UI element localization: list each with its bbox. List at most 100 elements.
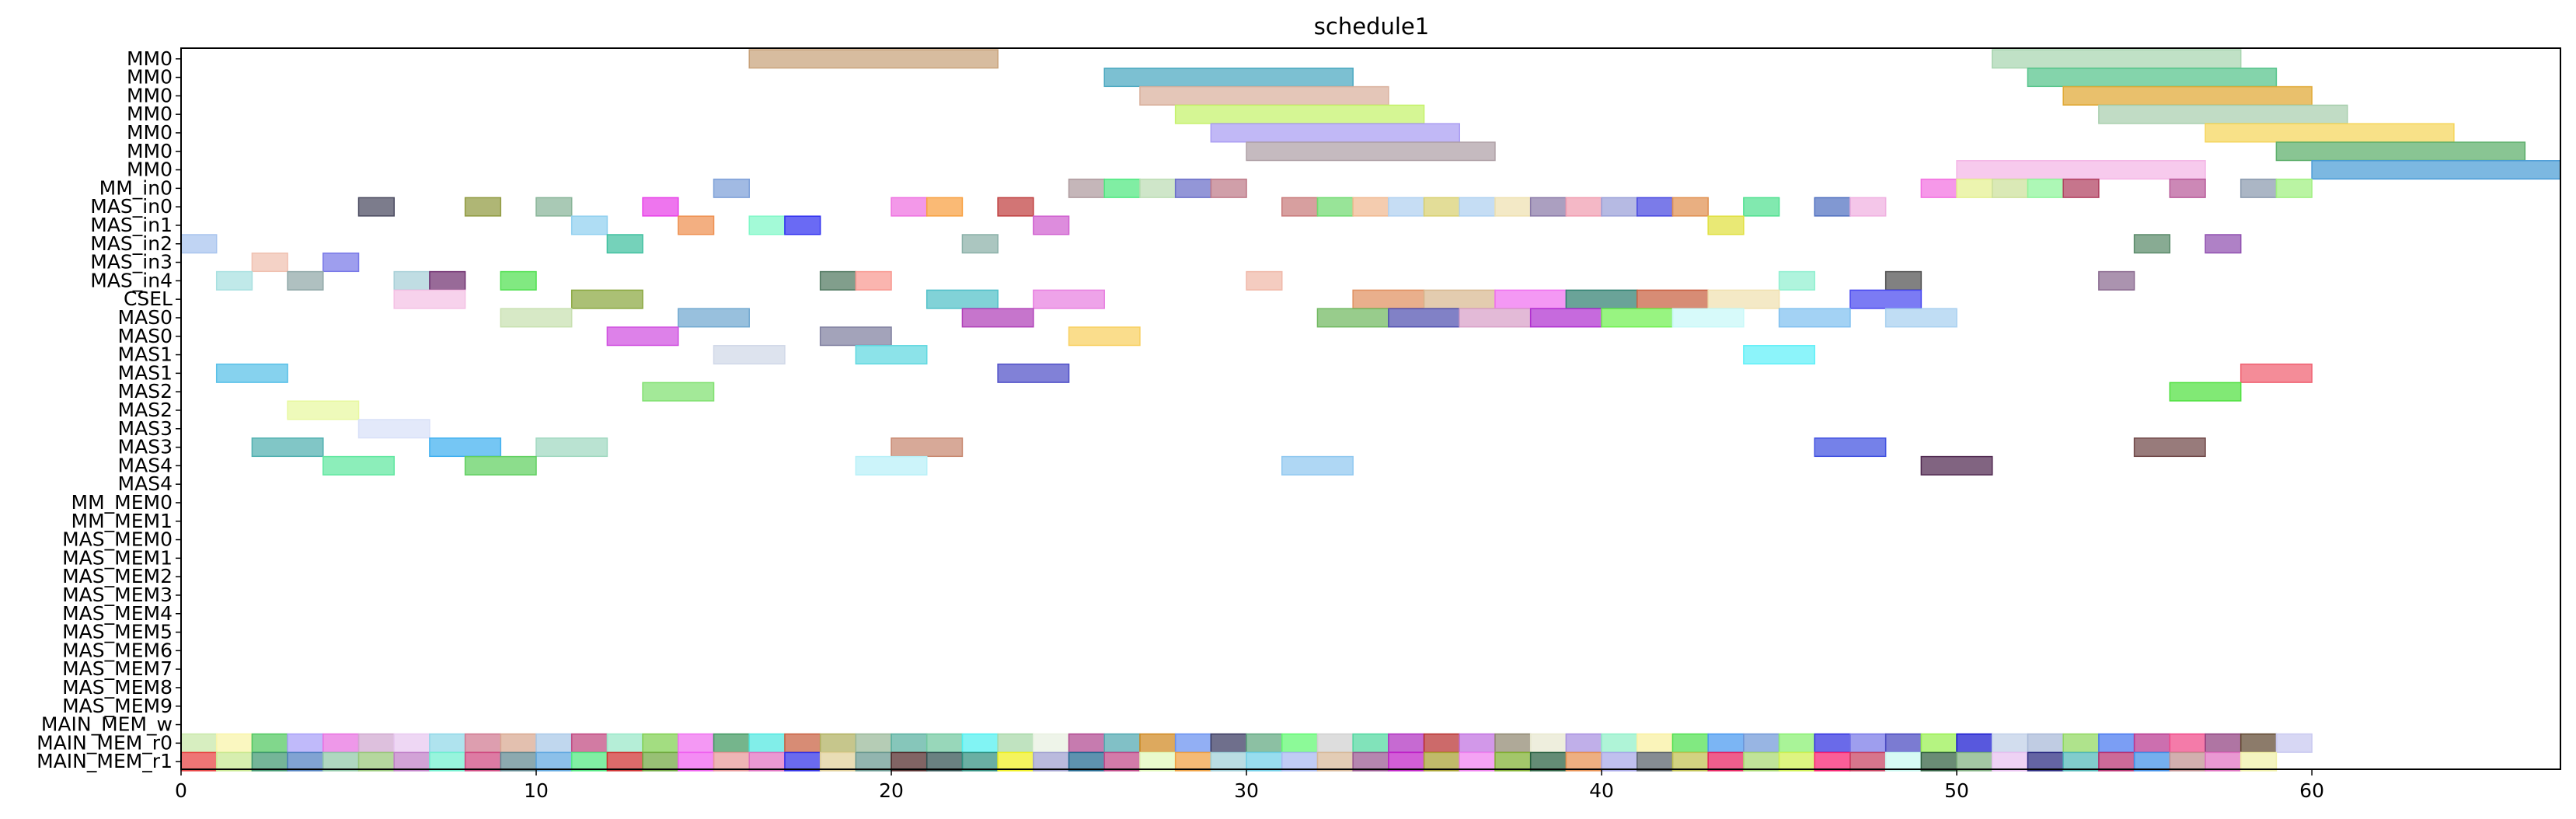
task-bar xyxy=(1992,49,2242,69)
task-bar xyxy=(322,733,360,753)
task-bar xyxy=(1459,733,1496,753)
task-bar xyxy=(1884,308,1957,328)
y-tick-label: MAS4 xyxy=(118,454,173,476)
task-bar xyxy=(855,751,892,772)
task-bar xyxy=(1210,178,1247,198)
task-bar xyxy=(2205,733,2242,753)
task-bar xyxy=(1920,178,1957,198)
task-bar xyxy=(784,751,821,772)
task-bar xyxy=(925,751,964,772)
y-tick-label: MAS_MEM6 xyxy=(62,639,173,661)
x-tick-label: 20 xyxy=(879,779,904,802)
x-tick-label: 30 xyxy=(1234,779,1259,802)
task-bar xyxy=(500,751,537,772)
y-tick-label: MAS2 xyxy=(118,380,173,403)
task-bar xyxy=(1849,197,1887,217)
task-bar xyxy=(2062,751,2100,772)
task-bar xyxy=(678,308,750,328)
task-bar xyxy=(1992,178,2029,198)
task-bar xyxy=(1246,270,1283,291)
task-bar xyxy=(713,751,750,772)
task-bar xyxy=(1637,289,1709,309)
y-tick-label: MAS_in1 xyxy=(90,214,173,236)
y-tick-label: MAS_MEM8 xyxy=(62,676,173,699)
task-bar xyxy=(357,419,430,439)
plot-area-frame xyxy=(180,47,2561,770)
task-bar xyxy=(1210,123,1461,143)
task-bar xyxy=(322,751,360,772)
task-bar xyxy=(180,234,218,254)
task-bar xyxy=(1529,751,1567,772)
y-tick-label: MAS_in0 xyxy=(90,195,173,218)
task-bar xyxy=(1388,308,1461,328)
task-bar xyxy=(215,751,253,772)
task-bar xyxy=(535,197,573,217)
task-bar xyxy=(642,197,679,217)
task-bar xyxy=(748,733,786,753)
y-tick-label: MM_MEM1 xyxy=(71,510,173,532)
task-bar xyxy=(1246,751,1283,772)
task-bar xyxy=(1814,751,1851,772)
task-bar xyxy=(464,733,502,753)
task-bar xyxy=(1671,751,1709,772)
y-tick-label: MAS_MEM7 xyxy=(62,657,173,680)
y-tick-label: MM0 xyxy=(127,66,173,89)
task-bar xyxy=(570,751,608,772)
task-bar xyxy=(1671,197,1709,217)
task-bar xyxy=(925,289,999,309)
task-bar xyxy=(2133,234,2171,254)
task-bar xyxy=(2169,751,2206,772)
x-tick-label: 60 xyxy=(2299,779,2324,802)
task-bar xyxy=(1707,751,1745,772)
task-bar xyxy=(1352,289,1425,309)
task-bar xyxy=(1068,733,1105,753)
task-bar xyxy=(1033,215,1070,235)
task-bar xyxy=(1956,733,1993,753)
task-bar xyxy=(1459,197,1496,217)
task-bar xyxy=(2027,178,2064,198)
x-tick-label: 0 xyxy=(175,779,187,802)
task-bar xyxy=(1992,733,2029,753)
task-bar xyxy=(2133,751,2171,772)
task-bar xyxy=(1529,197,1567,217)
task-bar xyxy=(393,751,430,772)
task-bar xyxy=(1033,289,1105,309)
task-bar xyxy=(1920,751,1957,772)
task-bar xyxy=(961,733,999,753)
task-bar xyxy=(784,215,821,235)
task-bar xyxy=(215,363,288,383)
y-tick-label: MAS3 xyxy=(118,417,173,440)
task-bar xyxy=(713,345,786,365)
task-bar xyxy=(1529,733,1567,753)
task-bar xyxy=(1601,308,1674,328)
task-bar xyxy=(606,326,679,347)
task-bar xyxy=(606,234,643,254)
task-bar xyxy=(1814,733,1851,753)
task-bar xyxy=(1103,733,1141,753)
task-bar xyxy=(891,437,964,458)
task-bar xyxy=(819,751,857,772)
task-bar xyxy=(1459,308,1532,328)
task-bar xyxy=(997,733,1034,753)
task-bar xyxy=(1565,289,1638,309)
task-bar xyxy=(2169,733,2206,753)
task-bar xyxy=(1778,751,1816,772)
task-bar xyxy=(1388,733,1425,753)
task-bar xyxy=(1743,733,1780,753)
task-bar xyxy=(1637,197,1674,217)
task-bar xyxy=(287,270,324,291)
task-bar xyxy=(1139,85,1389,106)
y-tick-label: MM0 xyxy=(127,103,173,125)
task-bar xyxy=(642,733,679,753)
task-bar xyxy=(1423,733,1461,753)
task-bar xyxy=(464,197,502,217)
task-bar xyxy=(1174,104,1425,124)
task-bar xyxy=(1352,733,1389,753)
task-bar xyxy=(1743,345,1816,365)
task-bar xyxy=(1743,197,1780,217)
task-bar xyxy=(1743,751,1780,772)
y-tick-label: MAIN_MEM_r1 xyxy=(37,750,173,772)
x-tick-label: 50 xyxy=(1944,779,1969,802)
y-tick-label: MM_MEM0 xyxy=(71,491,173,514)
y-tick-label: CSEL xyxy=(124,288,173,310)
